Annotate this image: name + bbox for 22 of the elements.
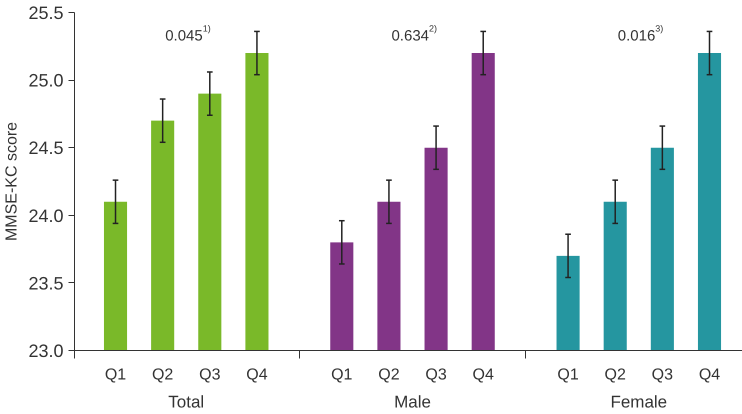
x-tick-label: Q3 bbox=[652, 366, 674, 384]
text: Total bbox=[168, 392, 204, 412]
text: Male bbox=[394, 392, 431, 412]
y-tick-label: 23.0 bbox=[28, 341, 64, 361]
y-tick-label: 25.5 bbox=[28, 3, 64, 23]
x-tick-label: Q4 bbox=[472, 366, 494, 384]
x-tick-label: Q1 bbox=[331, 366, 353, 384]
y-tick-label: 23.5 bbox=[28, 273, 64, 294]
x-tick-label: Q4 bbox=[246, 366, 268, 384]
x-tick-label: Q3 bbox=[425, 366, 447, 384]
y-tick-label: 25.0 bbox=[28, 70, 64, 91]
x-tick-label: Q2 bbox=[152, 366, 174, 384]
y-tick-label: 24.5 bbox=[28, 138, 64, 158]
y-tick-label: 24.0 bbox=[28, 206, 64, 226]
x-tick-label: Q3 bbox=[199, 366, 221, 384]
text: Female bbox=[610, 392, 668, 412]
x-tick-label: Q1 bbox=[557, 366, 579, 384]
x-tick-label: Q2 bbox=[378, 366, 400, 384]
x-tick-label: Q2 bbox=[604, 366, 626, 384]
y-axis-title: MMSE-KC score bbox=[3, 122, 20, 242]
x-tick-label: Q1 bbox=[104, 366, 126, 384]
x-tick-label: Q4 bbox=[698, 366, 720, 384]
